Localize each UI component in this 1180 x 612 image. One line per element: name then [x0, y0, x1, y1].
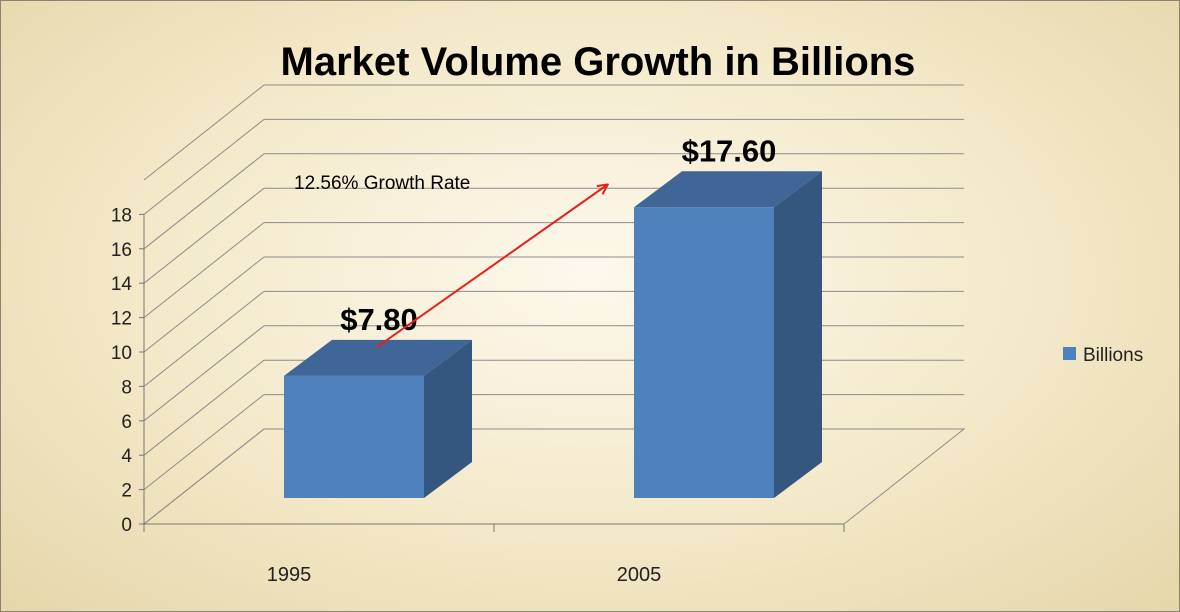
axes: 0 2 4 6 8 10 12 14 16 18 1995 2005 [111, 205, 845, 586]
legend-swatch [1063, 347, 1076, 360]
y-tick-label: 18 [111, 205, 132, 226]
y-tick-label: 6 [121, 412, 132, 433]
gridline-side [143, 222, 265, 318]
y-tick-label: 12 [111, 309, 132, 330]
growth-rate-label: 12.56% Growth Rate [294, 173, 470, 194]
data-labels: $7.80 $17.60 [340, 133, 776, 337]
gridline-side [143, 84, 265, 181]
gridline-side [143, 291, 265, 387]
y-tick-label: 16 [111, 240, 132, 261]
gridline-side [143, 394, 265, 490]
data-label: $17.60 [682, 133, 777, 168]
growth-annotation: 12.56% Growth Rate [294, 173, 607, 348]
bar-side [424, 339, 472, 498]
bars [284, 171, 822, 498]
gridline-side [143, 119, 265, 215]
y-tick-label: 2 [121, 481, 132, 502]
y-tick-label: 10 [111, 343, 132, 364]
bar-side [774, 171, 822, 498]
bar-1995 [284, 339, 472, 498]
bar-front [284, 375, 424, 498]
bar-front [634, 207, 774, 498]
x-tick-label: 1995 [267, 564, 312, 586]
gridline-side [143, 256, 265, 353]
y-tick-label: 14 [111, 274, 133, 295]
y-tick-label: 8 [121, 377, 132, 398]
gridline-side [143, 359, 265, 456]
bar-top [284, 339, 472, 376]
growth-arrow [376, 185, 607, 348]
gridlines [143, 84, 966, 525]
x-tick-label: 2005 [617, 564, 662, 586]
gridline-side [143, 428, 265, 525]
bar-top [634, 171, 822, 208]
gridline-side [143, 153, 265, 250]
data-label: $7.80 [340, 302, 418, 337]
y-tick-label: 0 [121, 515, 132, 536]
gridline-side [143, 325, 265, 422]
legend-label: Billions [1083, 345, 1143, 366]
gridline-side [143, 187, 265, 284]
chart-title: Market Volume Growth in Billions [281, 40, 916, 84]
legend: Billions [1063, 345, 1143, 366]
y-tick-label: 4 [121, 446, 132, 467]
floor-outline [143, 428, 966, 525]
bar-2005 [634, 171, 822, 498]
